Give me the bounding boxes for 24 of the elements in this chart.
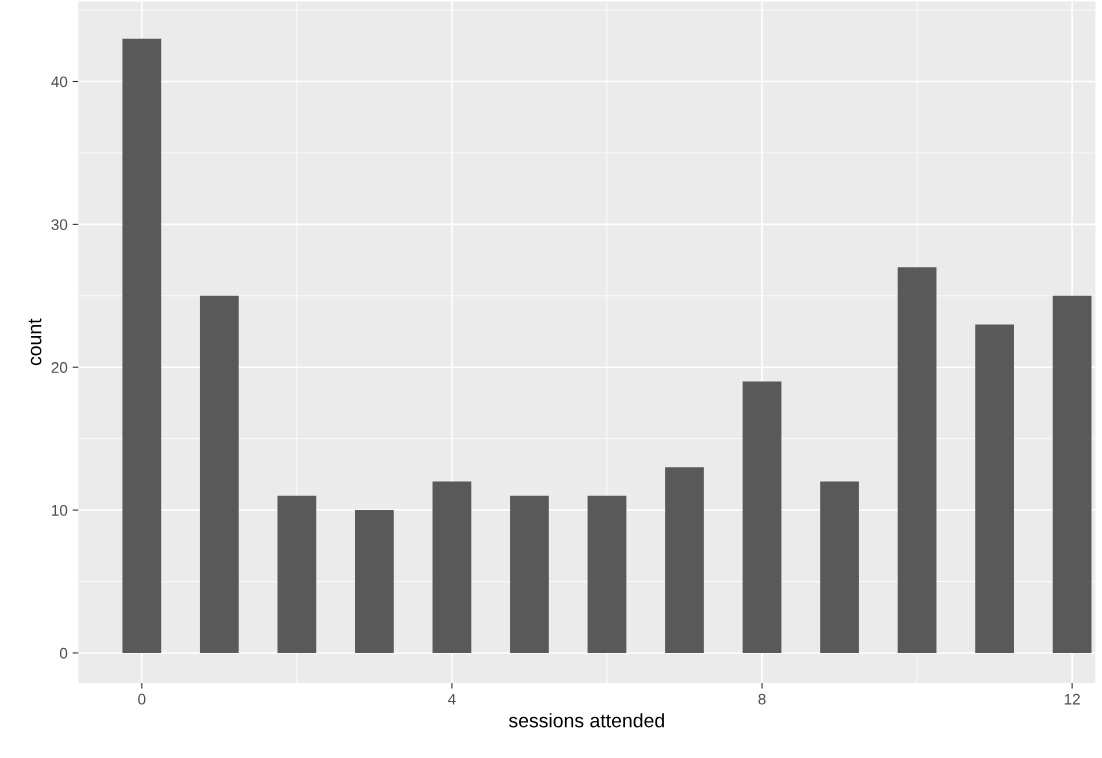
x-tick-label: 12 bbox=[1064, 693, 1080, 705]
bar bbox=[1052, 295, 1092, 653]
x-tick-label: 0 bbox=[138, 693, 146, 705]
x-tick-label: 4 bbox=[448, 693, 456, 705]
bar bbox=[897, 267, 937, 653]
bar bbox=[355, 510, 394, 653]
bar bbox=[199, 295, 239, 653]
bar bbox=[975, 324, 1014, 653]
y-axis-title: count bbox=[28, 318, 42, 366]
bar bbox=[665, 467, 704, 653]
bar bbox=[742, 381, 782, 653]
x-axis-title: sessions attended bbox=[508, 713, 664, 728]
bar bbox=[587, 495, 627, 653]
y-tick-label: 40 bbox=[51, 76, 68, 88]
bar bbox=[432, 481, 472, 653]
bar bbox=[820, 481, 859, 653]
y-tick-label: 10 bbox=[52, 504, 68, 516]
bar bbox=[122, 38, 162, 653]
y-tick-label: 30 bbox=[51, 219, 68, 231]
bar bbox=[510, 495, 549, 653]
y-tick-label: 0 bbox=[59, 647, 68, 659]
y-tick-label: 20 bbox=[51, 362, 68, 373]
x-tick-label: 8 bbox=[758, 693, 766, 705]
bar bbox=[277, 495, 317, 653]
